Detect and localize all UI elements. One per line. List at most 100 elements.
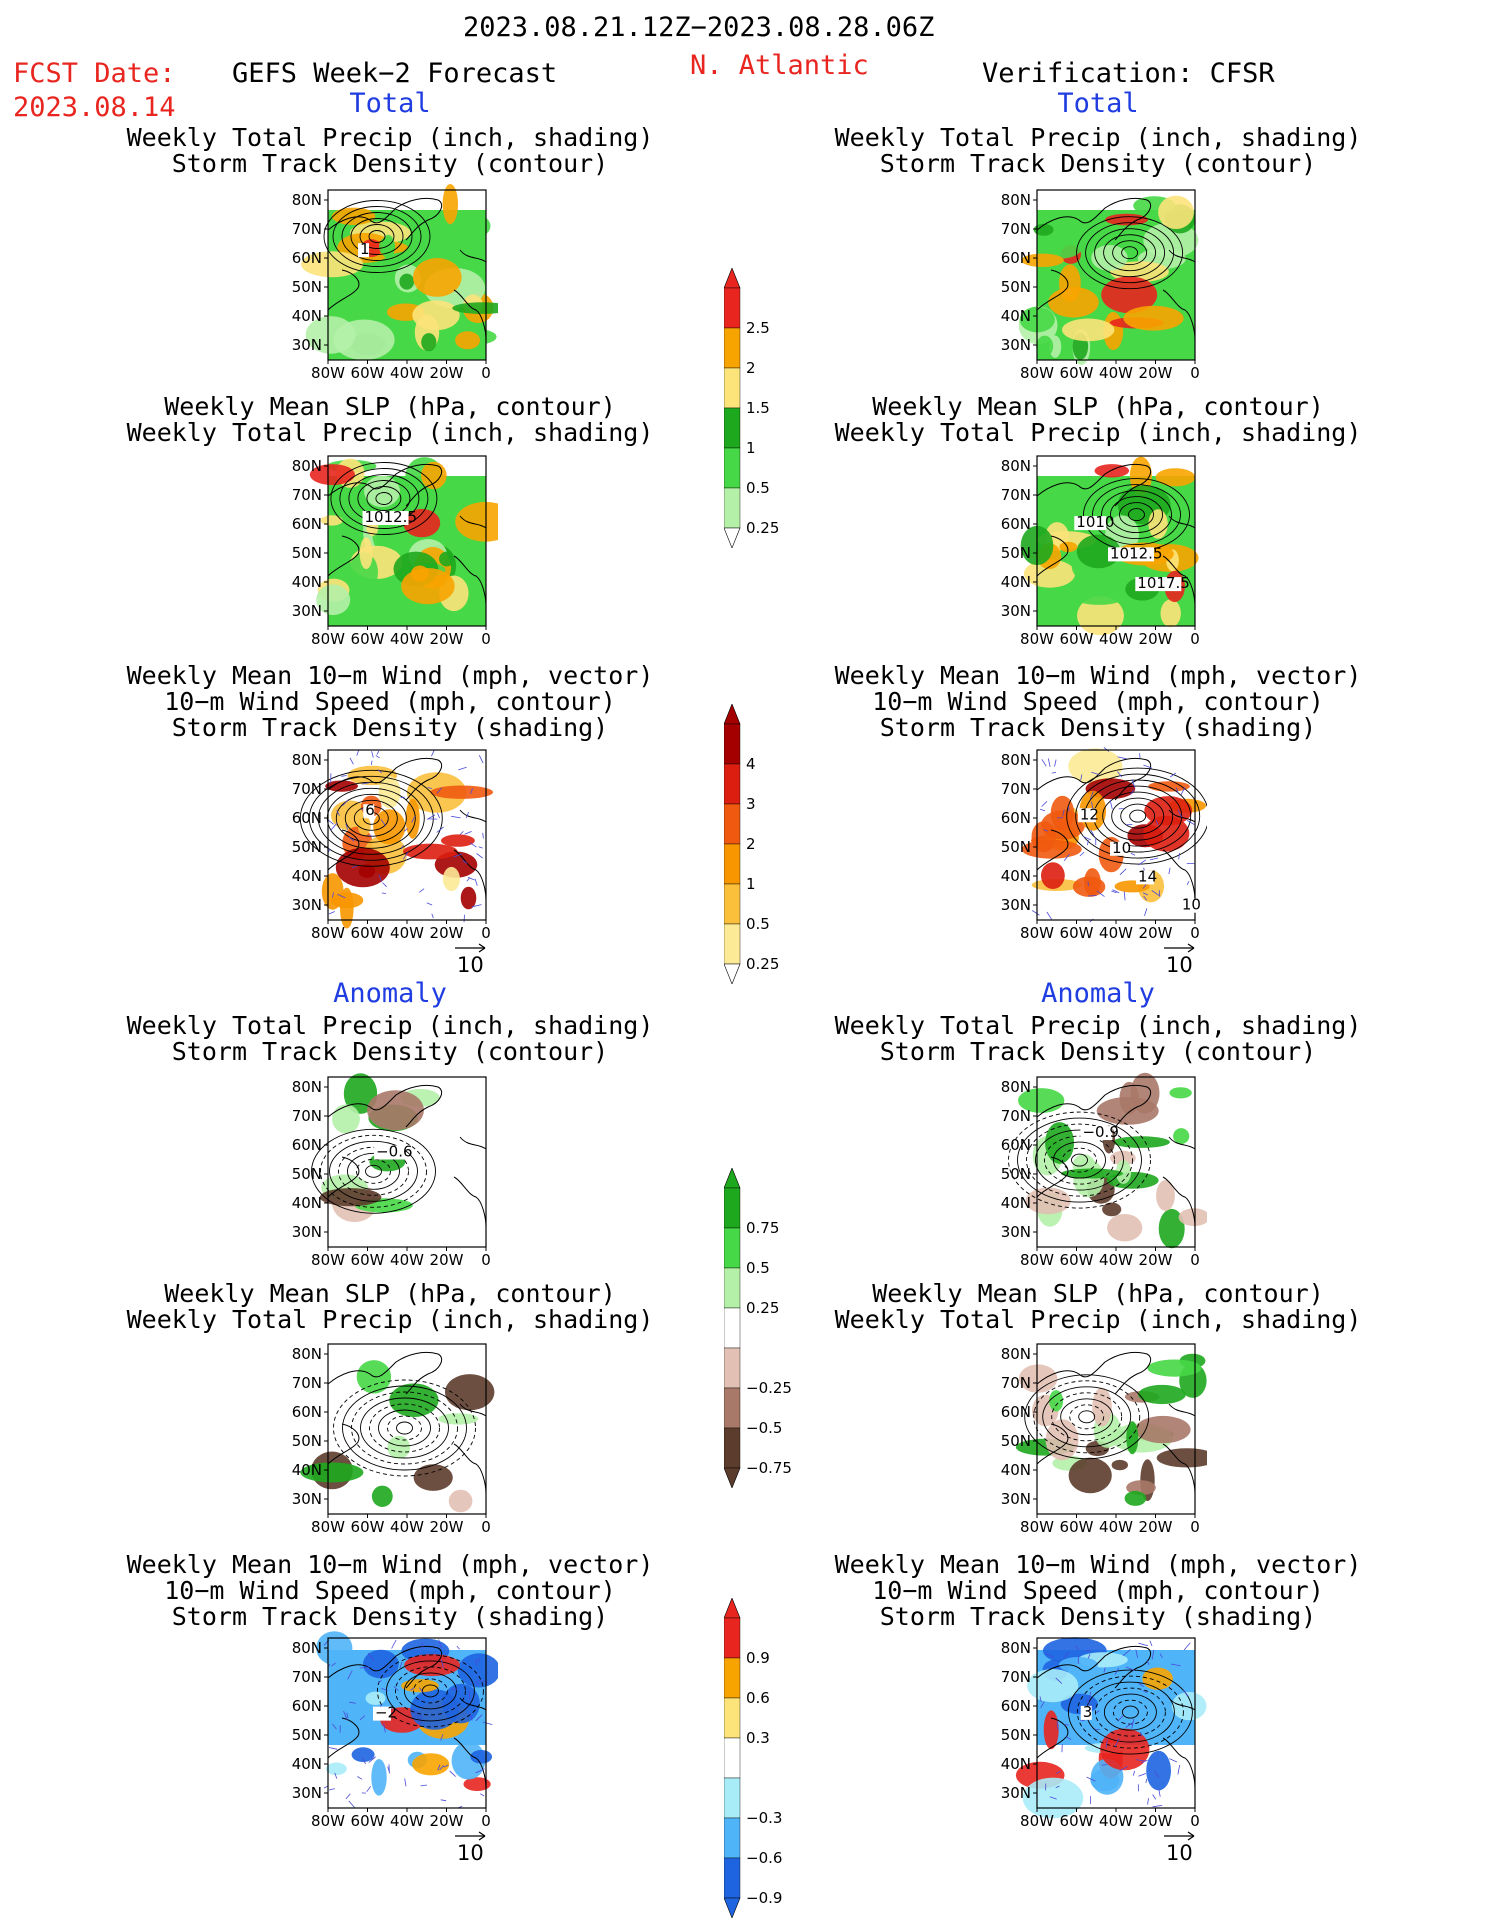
wind-vector [1080, 1719, 1085, 1722]
section-anomaly-right: Anomaly [1041, 978, 1155, 1009]
shading-blob [1062, 318, 1115, 342]
lat-tick-label: 30N [292, 896, 322, 914]
shading-blob [301, 251, 364, 278]
wind-vector [400, 845, 404, 850]
wind-vector [1087, 839, 1089, 846]
panel-title-line: 10−m Wind Speed (mph, contour) [164, 1576, 616, 1605]
wind-vector [1055, 1785, 1060, 1789]
contour-line [1112, 240, 1148, 266]
wind-vector [1114, 1667, 1120, 1675]
lat-tick-label: 80N [292, 1639, 322, 1657]
wind-vector [1145, 1778, 1148, 1783]
forecast-title: GEFS Week−2 Forecast [232, 58, 558, 89]
wind-vector [1065, 1736, 1072, 1740]
lon-tick-label: 20W [1139, 1812, 1173, 1830]
colorbar-label: 0.6 [746, 1689, 770, 1707]
wind-vector [1047, 758, 1051, 767]
wind-vector [1117, 771, 1123, 778]
wind-vector [330, 822, 338, 831]
lat-tick-label: 60N [292, 1403, 322, 1421]
lat-tick-label: 30N [1001, 1490, 1031, 1508]
shading-blob [1148, 781, 1190, 792]
shading-blob [439, 551, 455, 567]
lon-tick-label: 20W [430, 364, 464, 382]
shading-blob [1169, 1087, 1192, 1099]
shading-blob [445, 1374, 495, 1411]
lon-tick-label: 80W [311, 1812, 345, 1830]
wind-vector [378, 875, 383, 883]
contour-label: −0.6 [376, 1143, 412, 1161]
shading-blob [1048, 287, 1099, 318]
contour-line [329, 1140, 418, 1202]
lat-tick-label: 50N [1001, 278, 1031, 296]
shading-blob [430, 785, 493, 799]
panel-title-line: Weekly Mean 10−m Wind (mph, vector) [126, 1550, 654, 1579]
wind-vector [1186, 819, 1195, 825]
lon-tick-label: 20W [1139, 1518, 1173, 1536]
wind-vector [368, 835, 374, 837]
lat-tick-label: 80N [1001, 457, 1031, 475]
lat-tick-label: 60N [1001, 809, 1031, 827]
wind-vector [441, 1659, 444, 1668]
lon-tick-label: 40W [390, 630, 424, 648]
shading-blob [412, 300, 460, 331]
wind-vector [437, 1764, 441, 1771]
panel-title-line: Storm Track Density (contour) [171, 1037, 609, 1066]
colorbar-top-triangle [723, 267, 741, 289]
contour-line [338, 1146, 409, 1196]
wind-vector [478, 846, 483, 849]
contour-line [335, 793, 407, 843]
lat-tick-label: 30N [292, 336, 322, 354]
colorbar-segment [723, 1307, 741, 1349]
wind-vector [475, 1714, 483, 1722]
colorbar-label: 0.75 [746, 1219, 779, 1237]
shading-blob [1021, 253, 1064, 267]
wind-vector [1175, 787, 1179, 793]
panel-title-line: Storm Track Density (shading) [171, 1602, 609, 1631]
wind-vector [1039, 1696, 1042, 1702]
date-range: 2023.08.21.12Z−2023.08.28.06Z [463, 12, 935, 43]
colorbar-label: 0.3 [746, 1729, 770, 1747]
lon-tick-label: 0 [481, 1251, 491, 1269]
wind-vector [361, 782, 369, 785]
wind-vector [1080, 774, 1083, 781]
wind-vector [1149, 857, 1159, 861]
lon-tick-label: 20W [1139, 1251, 1173, 1269]
lat-tick-label: 40N [292, 1755, 322, 1773]
wind-vector [1151, 1649, 1155, 1660]
lat-tick-label: 40N [1001, 573, 1031, 591]
contour-line [1026, 1123, 1133, 1197]
coastline [1036, 1645, 1196, 1789]
lon-tick-label: 20W [430, 630, 464, 648]
wind-vector [482, 832, 484, 839]
wind-vector [482, 1721, 493, 1725]
lon-tick-label: 60W [1060, 924, 1094, 942]
wind-vector [387, 1766, 391, 1774]
shading-blob [1100, 1728, 1150, 1771]
colorbar-segment [723, 1267, 741, 1309]
contour-label: 12 [1080, 805, 1099, 823]
wind-vector [453, 853, 463, 858]
lon-tick-label: 0 [481, 630, 491, 648]
wind-vector [1056, 1771, 1061, 1774]
wind-vector [341, 775, 347, 777]
wind-vector [347, 1670, 353, 1680]
contour-label: 6 [365, 801, 375, 819]
contour-line [378, 1409, 431, 1447]
wind-vector [391, 1639, 397, 1649]
contour-line [1121, 246, 1139, 260]
map-panel: 80N 70N 60N 50N 40N 30N 80W 60W 40W 20W 0 [989, 182, 1207, 386]
shading-blob [412, 1753, 450, 1776]
wind-vector [346, 1712, 349, 1719]
lat-tick-label: 30N [292, 1490, 322, 1508]
wind-vector [375, 755, 380, 759]
contour-line [1103, 1693, 1157, 1731]
fcst-date: 2023.08.14 [13, 92, 176, 123]
map-panel: 80N 70N 60N 50N 40N 30N 80W 60W 40W 20W 0 −0.6 [280, 1069, 498, 1273]
wind-vector [478, 755, 484, 764]
colorbar-segment [723, 1817, 741, 1859]
wind-vector [1152, 1794, 1157, 1800]
shading-blob [371, 1759, 387, 1796]
lon-tick-label: 80W [311, 1251, 345, 1269]
contour-label: 3 [1083, 1703, 1093, 1721]
